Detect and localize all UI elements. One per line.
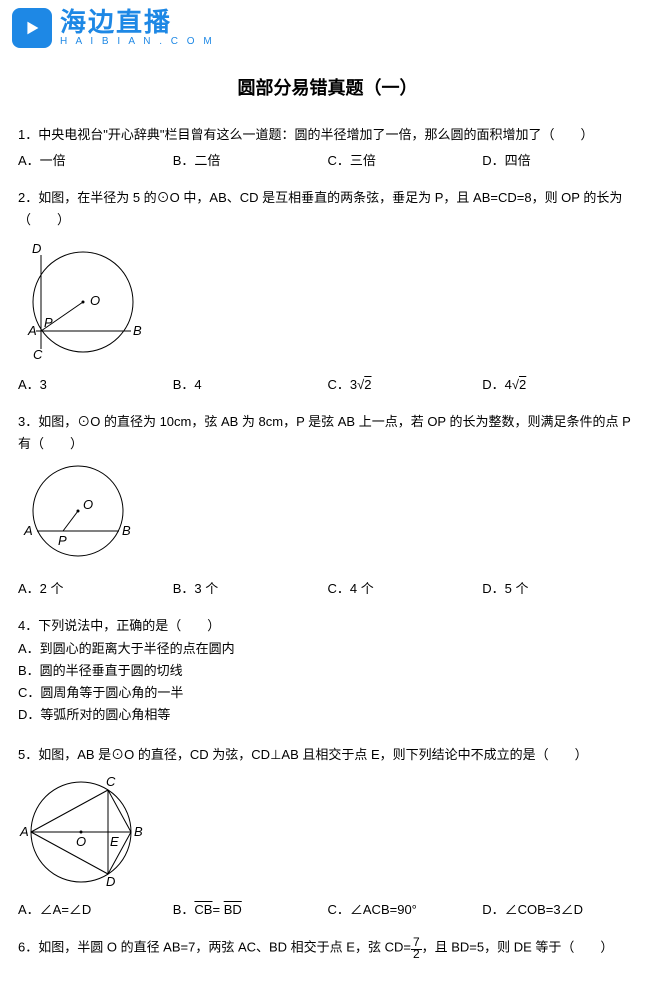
- q3-stem: 3．如图，⊙O 的直径为 10cm，弦 AB 为 8cm，P 是弦 AB 上一点…: [18, 411, 637, 455]
- q5-opt-c: C．∠ACB=90°: [328, 899, 483, 918]
- q4-opt-c: C．圆周角等于圆心角的一半: [18, 682, 637, 704]
- q5-label-C: C: [106, 774, 116, 789]
- q5-opt-a: A．∠A=∠D: [18, 899, 173, 918]
- q5-label-D: D: [106, 874, 115, 889]
- q1-options: A．一倍 B．二倍 C．三倍 D．四倍: [18, 150, 637, 169]
- question-4: 4．下列说法中，正确的是（ ） A．到圆心的距离大于半径的点在圆内 B．圆的半径…: [18, 615, 637, 725]
- q2-opt-d: D．4√2: [482, 374, 637, 393]
- question-6: 6．如图，半圆 O 的直径 AB=7，两弦 AC、BD 相交于点 E，弦 CD=…: [18, 936, 637, 960]
- q2-opt-b: B．4: [173, 374, 328, 393]
- q3-figure: O A B P: [18, 461, 637, 574]
- logo-cn: 海边直播: [60, 9, 215, 35]
- q5-label-A: A: [19, 824, 29, 839]
- q3-options: A．2 个 B．3 个 C．4 个 D．5 个: [18, 578, 637, 597]
- q2-label-O: O: [90, 293, 100, 308]
- question-3: 3．如图，⊙O 的直径为 10cm，弦 AB 为 8cm，P 是弦 AB 上一点…: [18, 411, 637, 597]
- q2-label-A: A: [27, 323, 37, 338]
- q4-opt-d: D．等弧所对的圆心角相等: [18, 704, 637, 726]
- q5-figure: A B C D O E: [18, 772, 637, 895]
- q4-opt-b: B．圆的半径垂直于圆的切线: [18, 660, 637, 682]
- question-5: 5．如图，AB 是⊙O 的直径，CD 为弦，CD⊥AB 且相交于点 E，则下列结…: [18, 744, 637, 918]
- q2-label-B: B: [133, 323, 142, 338]
- q5-opt-d: D．∠COB=3∠D: [482, 899, 637, 918]
- q3-label-A: A: [23, 523, 33, 538]
- logo-text: 海边直播 H A I B I A N . C O M: [60, 9, 215, 47]
- q3-opt-b: B．3 个: [173, 578, 328, 597]
- page-title: 圆部分易错真题（一）: [0, 74, 655, 100]
- logo-en: H A I B I A N . C O M: [60, 37, 215, 47]
- q3-opt-c: C．4 个: [328, 578, 483, 597]
- q3-label-B: B: [122, 523, 131, 538]
- q5-stem: 5．如图，AB 是⊙O 的直径，CD 为弦，CD⊥AB 且相交于点 E，则下列结…: [18, 744, 637, 766]
- question-2: 2．如图，在半径为 5 的⊙O 中，AB、CD 是互相垂直的两条弦，垂足为 P，…: [18, 187, 637, 393]
- q1-stem: 1．中央电视台"开心辞典"栏目曾有这么一道题：圆的半径增加了一倍，那么圆的面积增…: [18, 124, 637, 146]
- q1-opt-a: A．一倍: [18, 150, 173, 169]
- q2-opt-c: C．3√2: [328, 374, 483, 393]
- q5-opt-b: B．CB= BD: [173, 899, 328, 918]
- question-1: 1．中央电视台"开心辞典"栏目曾有这么一道题：圆的半径增加了一倍，那么圆的面积增…: [18, 124, 637, 169]
- q6-stem: 6．如图，半圆 O 的直径 AB=7，两弦 AC、BD 相交于点 E，弦 CD=…: [18, 936, 637, 960]
- q5-label-O: O: [76, 834, 86, 849]
- q4-stem: 4．下列说法中，正确的是（ ）: [18, 615, 637, 637]
- q2-label-D: D: [32, 241, 41, 256]
- q2-opt-a: A．3: [18, 374, 173, 393]
- q1-opt-c: C．三倍: [328, 150, 483, 169]
- q4-opt-a: A．到圆心的距离大于半径的点在圆内: [18, 638, 637, 660]
- q2-stem: 2．如图，在半径为 5 的⊙O 中，AB、CD 是互相垂直的两条弦，垂足为 P，…: [18, 187, 637, 231]
- q4-options: A．到圆心的距离大于半径的点在圆内 B．圆的半径垂直于圆的切线 C．圆周角等于圆…: [18, 638, 637, 726]
- q2-figure: O A B C D P: [18, 237, 637, 370]
- play-icon: [12, 8, 52, 48]
- q5-options: A．∠A=∠D B．CB= BD C．∠ACB=90° D．∠COB=3∠D: [18, 899, 637, 918]
- q3-label-P: P: [58, 533, 67, 548]
- q5-label-E: E: [110, 834, 119, 849]
- logo-bar: 海边直播 H A I B I A N . C O M: [0, 0, 655, 56]
- q3-opt-a: A．2 个: [18, 578, 173, 597]
- content: 1．中央电视台"开心辞典"栏目曾有这么一道题：圆的半径增加了一倍，那么圆的面积增…: [0, 124, 655, 998]
- q1-opt-d: D．四倍: [482, 150, 637, 169]
- q3-label-O: O: [83, 497, 93, 512]
- q1-opt-b: B．二倍: [173, 150, 328, 169]
- q3-opt-d: D．5 个: [482, 578, 637, 597]
- q2-options: A．3 B．4 C．3√2 D．4√2: [18, 374, 637, 393]
- q2-label-C: C: [33, 347, 43, 362]
- q2-label-P: P: [44, 315, 53, 330]
- q5-label-B: B: [134, 824, 143, 839]
